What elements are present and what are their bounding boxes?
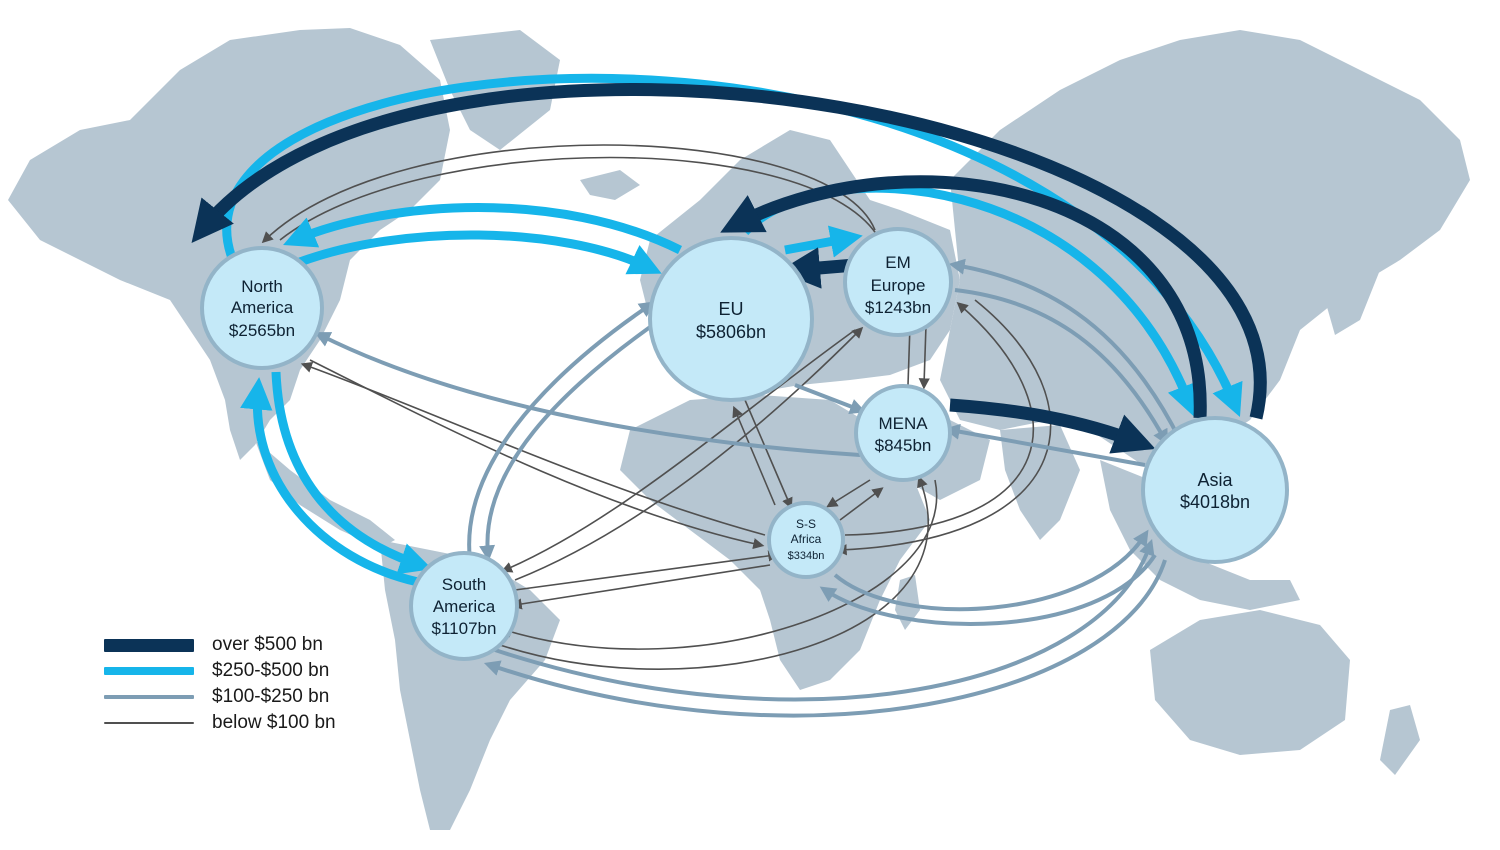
- node-value: $845bn: [875, 436, 932, 455]
- legend-label: $100-$250 bn: [212, 686, 330, 707]
- flow-south-america-to-asia: [494, 538, 1155, 702]
- flow-mena-to-south-america: [500, 479, 938, 650]
- node-mena: MENA $845bn: [854, 384, 952, 482]
- flow-north-america-to-em-europe: [279, 156, 883, 244]
- legend-row-over-500: over $500 bn: [100, 632, 400, 658]
- node-value: $2565bn: [229, 321, 295, 340]
- land-india: [1000, 425, 1080, 540]
- flow-em-europe-to-mena: [918, 324, 930, 390]
- land-asia: [940, 30, 1470, 470]
- node-value: $1243bn: [865, 298, 931, 317]
- legend: over $500 bn $250-$500 bn $100-$250 bn b…: [100, 632, 400, 736]
- flow-asia-to-ss-africa: [819, 553, 1157, 626]
- flow-mena-to-north-america: [314, 332, 861, 457]
- flow-asia-to-south-america: [483, 559, 1167, 718]
- flow-eu-to-ss-africa: [744, 399, 793, 510]
- node-name-line1: EM: [885, 253, 911, 272]
- flow-ss-africa-to-south-america: [510, 564, 771, 610]
- legend-row-250-500: $250-$500 bn: [100, 658, 400, 684]
- node-ss-africa: S-S Africa $334bn: [767, 501, 845, 579]
- flow-eu-to-south-america: [479, 318, 662, 562]
- legend-label: below $100 bn: [212, 712, 336, 733]
- legend-label: over $500 bn: [212, 634, 323, 655]
- flow-em-europe-to-south-america: [500, 329, 856, 573]
- node-name-line2: America: [433, 597, 496, 616]
- flow-south-america-to-eu: [467, 301, 656, 561]
- node-name-line1: South: [442, 575, 486, 594]
- land-greenland: [430, 30, 560, 150]
- land-iceland: [580, 170, 640, 200]
- legend-row-below-100: below $100 bn: [100, 710, 400, 736]
- legend-swatch-250-500: [104, 667, 194, 675]
- node-value: $334bn: [788, 550, 825, 562]
- flow-ss-africa-to-mena: [839, 487, 884, 521]
- legend-swatch-100-250: [104, 695, 194, 699]
- node-value: $5806bn: [696, 322, 766, 342]
- flow-south-america-to-ss-africa: [514, 550, 780, 591]
- flow-em-europe-to-eu: [778, 247, 856, 289]
- flow-em-europe-to-asia: [954, 288, 1169, 446]
- node-name-line1: S-S: [796, 517, 816, 531]
- legend-row-100-250: $100-$250 bn: [100, 684, 400, 710]
- node-eu: EU $5806bn: [648, 236, 814, 402]
- node-value: $1107bn: [432, 619, 497, 638]
- flow-ss-africa-to-eu: [732, 405, 776, 506]
- legend-swatch-below-100: [104, 722, 194, 724]
- flow-asia-to-eu: [720, 175, 1207, 419]
- flow-mena-to-ss-africa: [826, 479, 871, 508]
- land-new-zealand: [1380, 705, 1420, 775]
- flow-ss-africa-to-asia: [833, 529, 1149, 612]
- node-name-line1: EU: [718, 299, 743, 319]
- flow-south-america-to-north-america: [240, 377, 419, 587]
- flow-eu-to-mena: [794, 383, 866, 415]
- node-name-line2: Africa: [791, 532, 822, 546]
- node-asia: Asia $4018bn: [1141, 416, 1289, 564]
- legend-swatch-over-500: [104, 638, 194, 652]
- node-name-line1: MENA: [878, 414, 928, 433]
- land-australia: [1150, 610, 1350, 755]
- flow-south-america-to-em-europe: [514, 326, 864, 581]
- flow-north-america-to-south-america: [271, 371, 433, 575]
- node-name-line1: Asia: [1197, 470, 1233, 490]
- flow-asia-to-em-europe: [948, 258, 1182, 441]
- node-name-line2: Europe: [871, 276, 926, 295]
- flow-mena-to-asia: [949, 398, 1156, 454]
- node-value: $4018bn: [1180, 492, 1250, 512]
- flow-eu-to-north-america: [283, 203, 683, 255]
- flow-asia-to-mena: [943, 423, 1146, 467]
- flow-em-europe-to-ss-africa: [835, 299, 1052, 556]
- flow-south-america-to-mena: [499, 475, 929, 670]
- flow-north-america-to-eu: [298, 230, 662, 275]
- land-central-america: [255, 440, 395, 548]
- flow-ss-africa-to-em-europe: [844, 302, 1035, 536]
- node-name-line1: North: [241, 277, 283, 296]
- legend-label: $250-$500 bn: [212, 660, 330, 681]
- flow-asia-to-north-america: [191, 83, 1267, 420]
- node-em-europe: EM Europe $1243bn: [843, 227, 953, 337]
- node-south-america: South America $1107bn: [409, 551, 519, 661]
- flow-arrows: [191, 73, 1267, 718]
- node-north-america: North America $2565bn: [200, 246, 324, 370]
- land-japan: [1325, 240, 1380, 335]
- node-name-line2: America: [231, 298, 294, 317]
